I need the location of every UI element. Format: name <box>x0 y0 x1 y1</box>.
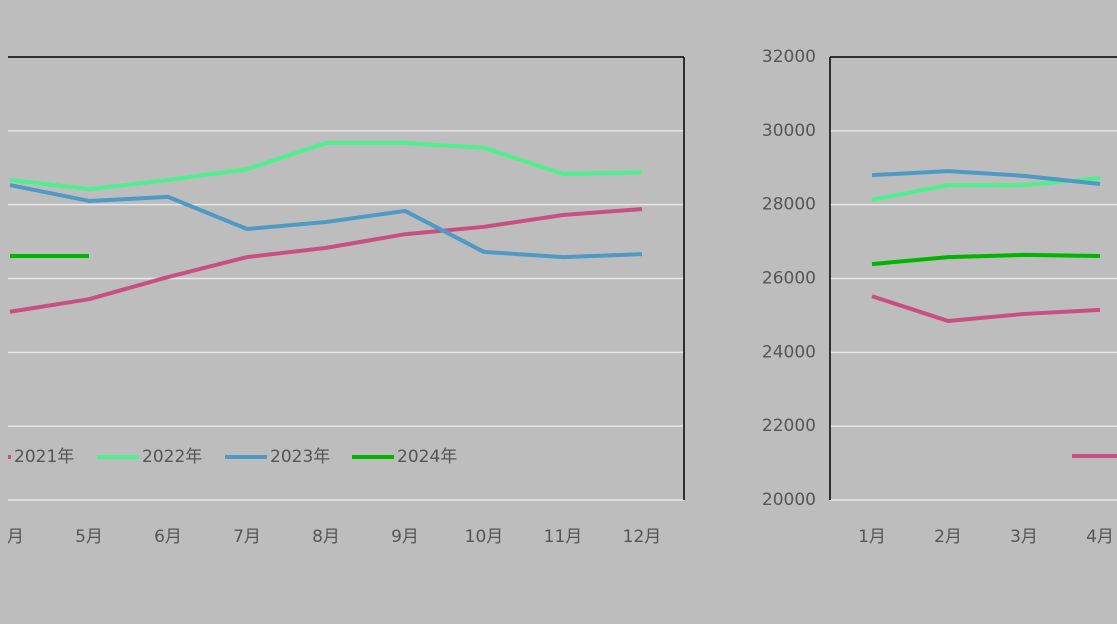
x-tick-label: 4月 <box>0 527 24 547</box>
x-tick-label: 8月 <box>312 527 340 547</box>
x-tick-label: 7月 <box>233 527 261 547</box>
y-tick-label: 24000 <box>762 342 816 362</box>
x-tick-label: 10月 <box>465 527 504 547</box>
y-tick-label: 30000 <box>762 121 816 141</box>
x-tick-label: 3月 <box>1010 527 1038 547</box>
x-tick-label: 12月 <box>623 527 662 547</box>
series-line <box>871 294 1101 323</box>
x-tick-label: 9月 <box>391 527 419 547</box>
legend-label: 2024年 <box>397 447 457 467</box>
series-line <box>871 169 1101 186</box>
x-tick-label: 5月 <box>75 527 103 547</box>
left-chart: 4月 5月 6月 7月 8月 9月 10月 11月 12月 2021年 2022年 2023年 2024… <box>0 56 685 547</box>
x-tick-label: 1月 <box>858 527 886 547</box>
x-tick-label: 4月 <box>1086 527 1114 547</box>
y-tick-label: 32000 <box>762 47 816 67</box>
y-tick-label: 26000 <box>762 269 816 289</box>
series-line <box>9 141 643 192</box>
series-line <box>9 207 643 314</box>
x-tick-label: 11月 <box>544 527 583 547</box>
legend-label: 2022年 <box>142 447 202 467</box>
x-tick-label: 2月 <box>934 527 962 547</box>
legend-label: 2021年 <box>14 447 74 467</box>
x-tick-label: 6月 <box>154 527 182 547</box>
legend-label: 2023年 <box>270 447 330 467</box>
series-line <box>9 183 643 260</box>
right-chart: 20000 22000 24000 26000 28000 30000 32000 1月 2月 3… <box>762 47 1117 547</box>
y-tick-label: 22000 <box>762 416 816 436</box>
y-tick-label: 20000 <box>762 490 816 510</box>
y-tick-label: 28000 <box>762 195 816 215</box>
series-line <box>871 252 1101 267</box>
